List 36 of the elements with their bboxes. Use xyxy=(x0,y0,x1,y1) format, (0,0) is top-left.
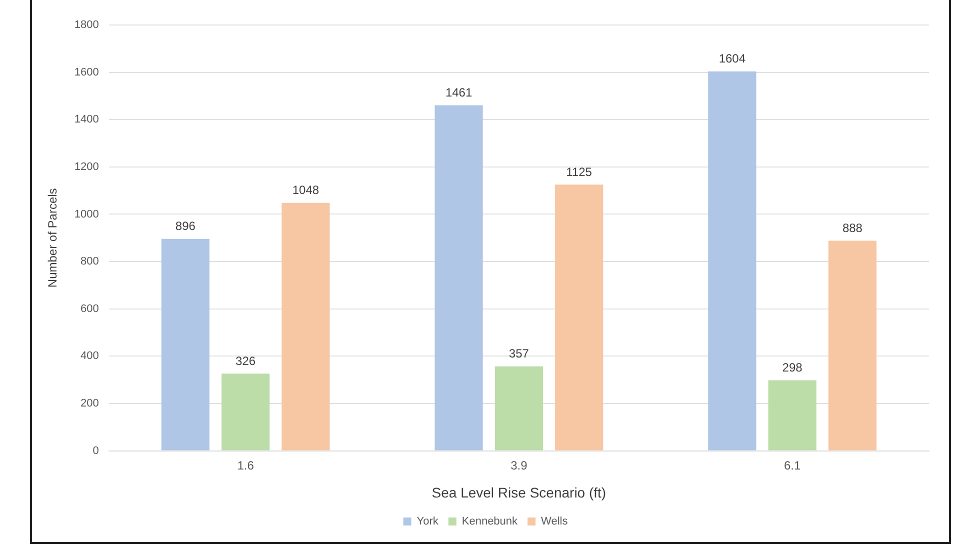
x-tick-label: 1.6 xyxy=(237,458,254,472)
bar xyxy=(494,366,543,450)
data-label: 1604 xyxy=(718,52,746,66)
bar xyxy=(161,238,210,450)
bar xyxy=(222,374,270,450)
bar xyxy=(828,240,877,450)
y-tick-label: 0 xyxy=(92,444,99,457)
data-label: 888 xyxy=(842,221,863,236)
y-tick-label: 1200 xyxy=(74,160,99,173)
data-label: 1461 xyxy=(445,86,472,100)
y-tick-label: 1600 xyxy=(74,66,99,78)
legend-label: Wells xyxy=(541,516,568,528)
data-label: 1125 xyxy=(566,164,592,179)
y-tick-label: 600 xyxy=(80,302,99,315)
bar xyxy=(434,105,483,450)
data-label: 326 xyxy=(236,354,256,368)
x-axis-title: Sea Level Rise Scenario (ft) xyxy=(432,484,606,500)
y-tick-label: 1800 xyxy=(74,19,99,32)
x-tick-label: 6.1 xyxy=(784,458,801,472)
data-label: 298 xyxy=(782,360,803,375)
y-axis-title: Number of Parcels xyxy=(46,188,60,288)
x-tick-label: 3.9 xyxy=(510,458,528,472)
bar xyxy=(282,202,330,450)
bar xyxy=(708,71,756,450)
data-label: 896 xyxy=(175,219,196,234)
y-tick-label: 400 xyxy=(80,350,99,362)
data-label: 357 xyxy=(508,346,530,361)
bar xyxy=(768,380,816,450)
legend-label: York xyxy=(416,516,439,528)
y-tick-label: 1000 xyxy=(74,208,99,220)
y-tick-label: 1400 xyxy=(74,114,99,126)
legend-label: Kennebunk xyxy=(462,516,518,528)
data-label: 1048 xyxy=(292,183,320,198)
y-tick-label: 800 xyxy=(80,256,99,268)
bar xyxy=(555,184,604,450)
y-tick-label: 200 xyxy=(80,398,99,410)
